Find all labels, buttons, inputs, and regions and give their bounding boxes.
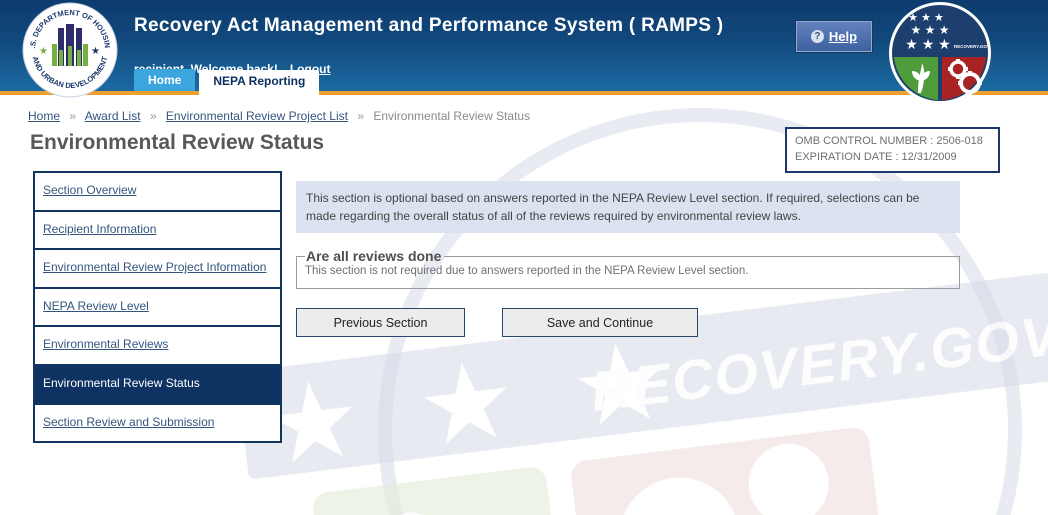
hud-building-icon: ★ ★ bbox=[39, 24, 100, 66]
sidebar-item-section-review-and-submission[interactable]: Section Review and Submission bbox=[43, 414, 215, 429]
sidebar-item-environmental-review-project-information[interactable]: Environmental Review Project Information bbox=[35, 250, 280, 289]
previous-section-button[interactable]: Previous Section bbox=[296, 308, 465, 337]
tab-home[interactable]: Home bbox=[134, 69, 196, 91]
breadcrumb-separator: » bbox=[149, 109, 157, 123]
gears-icon bbox=[948, 59, 982, 95]
breadcrumb-award-list[interactable]: Award List bbox=[84, 109, 141, 123]
app-header: U.S. DEPARTMENT OF HOUSING AND URBAN DEV… bbox=[0, 0, 1048, 104]
breadcrumb-current: Environmental Review Status bbox=[373, 109, 531, 123]
sidebar-item-environmental-reviews[interactable]: Environmental Reviews bbox=[35, 327, 280, 366]
breadcrumb: Home » Award List » Environmental Review… bbox=[28, 109, 1048, 123]
omb-expiration-date: EXPIRATION DATE : 12/31/2009 bbox=[795, 150, 957, 163]
help-button-label: Help bbox=[828, 29, 858, 44]
help-button[interactable]: ? Help bbox=[795, 20, 873, 53]
sidebar-item-section-overview[interactable]: Section Overview bbox=[35, 173, 280, 212]
svg-text:★: ★ bbox=[91, 46, 100, 57]
recovery-gov-logo-icon: ★ ★ ★ ★ ★ ★ ★ ★ ★ RECOVERY.GOV bbox=[889, 2, 991, 104]
breadcrumb-environmental-review-project-list[interactable]: Environmental Review Project List bbox=[165, 109, 348, 123]
save-and-continue-button[interactable]: Save and Continue bbox=[502, 308, 698, 337]
sidebar-item-environmental-review-status[interactable]: Environmental Review Status bbox=[35, 365, 280, 405]
svg-text:★ ★ ★: ★ ★ ★ bbox=[905, 36, 950, 52]
app-title: Recovery Act Management and Performance … bbox=[134, 15, 724, 36]
recovery-logo-label: RECOVERY.GOV bbox=[954, 44, 990, 49]
form-buttons: Previous Section Save and Continue bbox=[296, 308, 960, 337]
svg-text:★: ★ bbox=[39, 46, 48, 57]
section-info-message: This section is optional based on answer… bbox=[296, 181, 960, 233]
tab-nepa-reporting[interactable]: NEPA Reporting bbox=[199, 70, 320, 95]
omb-control-number: OMB CONTROL NUMBER : 2506-018 bbox=[795, 135, 983, 147]
fieldset-legend: Are all reviews done bbox=[306, 248, 442, 264]
svg-text:★ ★ ★: ★ ★ ★ bbox=[908, 12, 944, 24]
leaf-icon bbox=[912, 63, 930, 93]
svg-text:★ ★ ★: ★ ★ ★ bbox=[911, 23, 950, 37]
hud-department-seal-icon: U.S. DEPARTMENT OF HOUSING AND URBAN DEV… bbox=[22, 2, 118, 98]
breadcrumb-separator: » bbox=[69, 109, 77, 123]
section-nav-sidebar: Section Overview Recipient Information E… bbox=[33, 171, 282, 444]
content-area: Section Overview Recipient Information E… bbox=[33, 171, 1048, 444]
are-all-reviews-done-fieldset: Are all reviews done This section is not… bbox=[296, 248, 960, 289]
page-title: Environmental Review Status bbox=[30, 131, 325, 154]
help-icon: ? bbox=[810, 30, 824, 43]
main-panel: This section is optional based on answer… bbox=[296, 171, 960, 337]
fieldset-not-required-text: This section is not required due to answ… bbox=[305, 265, 749, 277]
omb-control-box: OMB CONTROL NUMBER : 2506-018 EXPIRATION… bbox=[785, 127, 1000, 173]
sidebar-item-nepa-review-level[interactable]: NEPA Review Level bbox=[35, 289, 280, 328]
sidebar-item-recipient-information[interactable]: Recipient Information bbox=[35, 212, 280, 251]
main-tabs: Home NEPA Reporting bbox=[134, 69, 320, 95]
breadcrumb-separator: » bbox=[357, 109, 365, 123]
breadcrumb-home[interactable]: Home bbox=[28, 109, 61, 123]
